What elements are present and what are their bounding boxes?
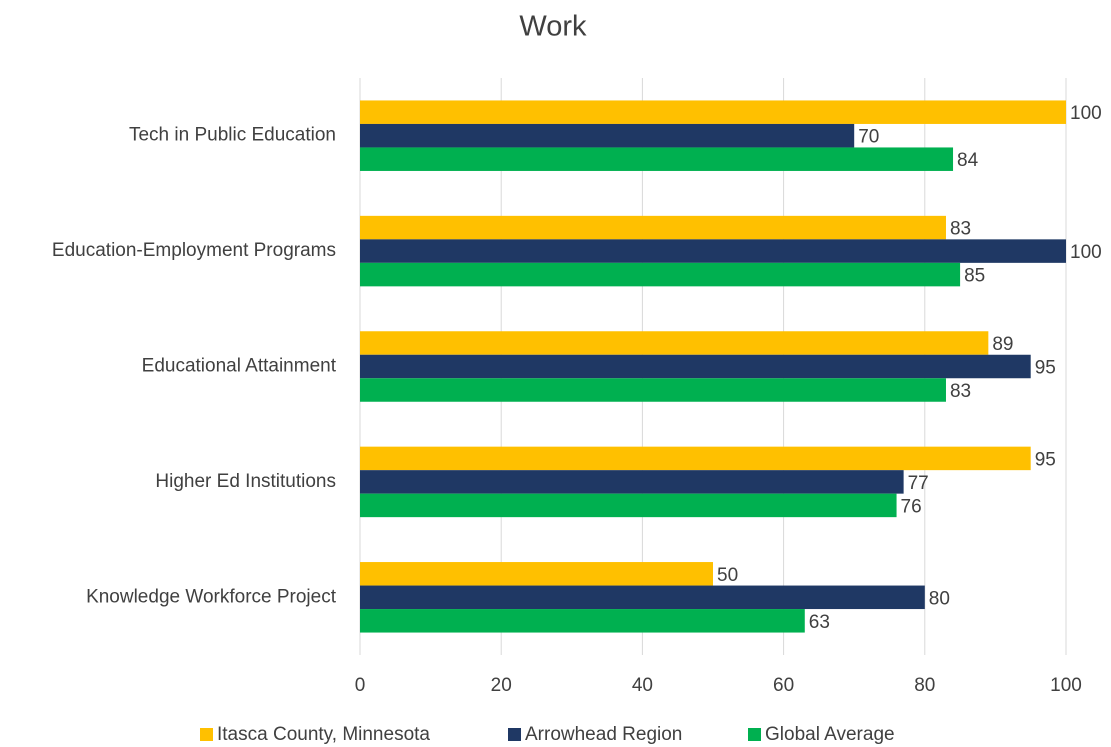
x-tick-label: 80 xyxy=(914,675,935,696)
bar xyxy=(360,470,904,494)
value-label: 100 xyxy=(1070,242,1102,263)
chart-title: Work xyxy=(519,11,587,43)
bar xyxy=(360,585,925,610)
value-label: 76 xyxy=(901,496,922,517)
bar xyxy=(360,493,897,518)
value-label: 83 xyxy=(950,219,971,240)
bar xyxy=(360,354,1031,379)
bar xyxy=(360,609,805,633)
bar xyxy=(360,147,954,171)
x-tick-label: 40 xyxy=(632,675,653,696)
value-label: 70 xyxy=(858,127,879,148)
bar xyxy=(360,123,855,148)
x-tick-label: 20 xyxy=(491,675,512,696)
bar xyxy=(360,378,946,402)
legend-swatch xyxy=(200,728,213,741)
value-label: 63 xyxy=(809,612,830,633)
y-tick-label: Education-Employment Programs xyxy=(52,240,336,261)
legend-swatch xyxy=(748,728,761,741)
value-label: 89 xyxy=(992,334,1013,355)
value-label: 80 xyxy=(929,588,950,609)
value-label: 50 xyxy=(717,565,738,586)
bar xyxy=(360,446,1031,471)
x-tick-label: 60 xyxy=(773,675,794,696)
y-tick-label: Knowledge Workforce Project xyxy=(86,586,337,607)
bar xyxy=(360,239,1066,263)
value-label: 85 xyxy=(964,266,985,287)
bar xyxy=(360,215,946,240)
value-label: 83 xyxy=(950,381,971,402)
value-label: 84 xyxy=(957,150,979,171)
value-label: 100 xyxy=(1070,103,1102,124)
legend-swatch xyxy=(508,728,521,741)
value-label: 77 xyxy=(908,473,929,494)
value-label: 95 xyxy=(1035,358,1056,379)
y-tick-label: Tech in Public Education xyxy=(129,125,336,146)
bar xyxy=(360,562,713,586)
legend-label: Itasca County, Minnesota xyxy=(217,724,430,745)
bar xyxy=(360,100,1066,124)
bar xyxy=(360,331,989,355)
bar xyxy=(360,262,961,287)
legend-label: Global Average xyxy=(765,724,895,745)
value-label: 95 xyxy=(1035,449,1056,470)
x-tick-label: 0 xyxy=(355,675,366,696)
y-tick-label: Educational Attainment xyxy=(142,356,337,377)
x-tick-label: 100 xyxy=(1050,675,1082,696)
legend-label: Arrowhead Region xyxy=(525,724,682,745)
y-tick-label: Higher Ed Institutions xyxy=(155,471,336,492)
